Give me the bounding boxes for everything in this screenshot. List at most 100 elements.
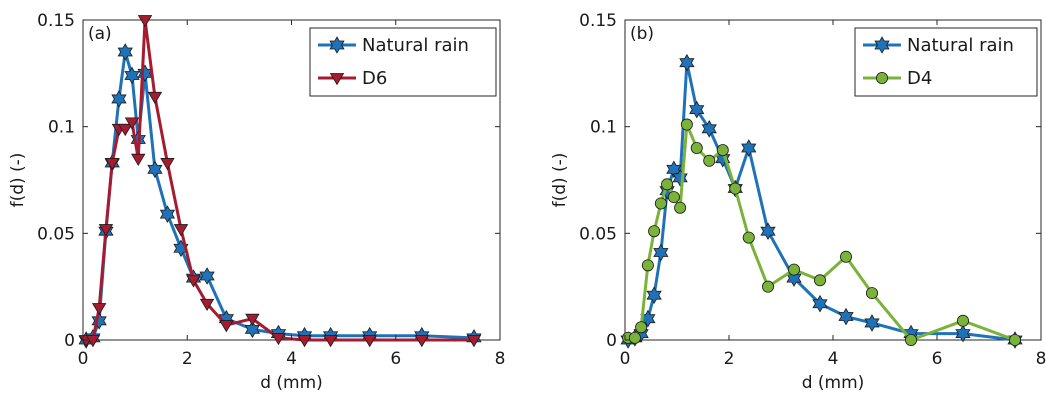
panel-a-data-point-d6 — [297, 335, 312, 348]
panel-a-data-point-d6 — [124, 117, 140, 130]
panel-b-data-point-d4 — [667, 191, 680, 204]
panel-b-data-point-natural-rain — [679, 53, 695, 72]
panel-b-data-point-d4 — [814, 274, 827, 287]
panel-b-data-point-d4 — [680, 118, 693, 131]
panel-a-data-point-natural-rain — [159, 205, 176, 223]
panel-b-data-point-natural-rain — [689, 100, 705, 119]
panel-a-data-point-d6 — [219, 320, 234, 333]
panel-b-data-point-d4 — [703, 154, 716, 167]
panel-a-y-tick-label: 0.15 — [37, 11, 75, 31]
panel-b-data-point-natural-rain — [812, 294, 828, 313]
panel-b-data-point-d4 — [716, 144, 729, 157]
panel-a-ticks: 0 2 4 6 8 0 0.05 0.1 0.15 — [37, 11, 505, 369]
panel-a-data-point-d6 — [173, 224, 189, 237]
panel-a-legend-marker-natural-rain — [329, 36, 345, 54]
panel-b-legend-label-d4: D4 — [907, 68, 932, 89]
panel-a-data-point-d6 — [160, 158, 175, 171]
panel-b-data-point-d4 — [840, 250, 853, 263]
panel-b-data-point-natural-rain — [633, 324, 649, 343]
panel-a-legend-entry-natural-rain — [318, 36, 356, 54]
panel-a-data-point-d6 — [414, 335, 430, 348]
panel-b-chart: 0 2 4 6 8 0 0.05 0.1 0.15 (b) d (mm) f(d) (-) Na… — [550, 11, 1046, 393]
panel-a-legend: Natural rain D6 — [309, 27, 497, 97]
panel-b-data-point-d4 — [654, 197, 667, 210]
panel-a-data-point-d6 — [131, 153, 146, 166]
panel-b-data-point-natural-rain — [666, 160, 682, 179]
panel-a-data-point-d6 — [323, 335, 338, 348]
panel-b-legend: Natural rain D4 — [854, 27, 1038, 97]
panel-a-legend-label-natural-rain: Natural rain — [362, 35, 469, 56]
panel-b-data-point-natural-rain — [864, 314, 880, 332]
panel-b-y-tick-label: 0.15 — [579, 11, 617, 31]
panel-b-data-point-natural-rain — [646, 286, 662, 305]
panel-b-label: (b) — [630, 24, 654, 44]
panel-a-label: (a) — [88, 24, 112, 44]
panel-b-data-point-d4 — [788, 263, 801, 276]
panel-b-data-point-natural-rain — [741, 139, 757, 157]
panel-b-data-point-natural-rain — [640, 309, 656, 328]
panel-b-data-point-natural-rain — [659, 181, 675, 200]
panel-b-data-point-natural-rain — [672, 169, 688, 187]
panel-a-series-d6 — [78, 15, 482, 348]
panel-b-x-tick-label: 4 — [828, 349, 839, 369]
panel-a-data-point-d6 — [104, 158, 120, 171]
panel-b-data-point-natural-rain — [760, 222, 776, 241]
panel-a-x-tick-label: 4 — [286, 349, 297, 369]
panel-a-data-point-d6 — [186, 275, 201, 288]
panel-b-y-tick-label: 0.05 — [579, 224, 617, 244]
panel-a-legend-label-d6: D6 — [362, 68, 387, 89]
panel-a-x-axis-label: d (mm) — [260, 373, 323, 393]
panel-b-data-point-natural-rain — [653, 243, 669, 262]
panel-a-data-point-d6 — [85, 335, 101, 348]
panel-b-data-point-d4 — [648, 225, 661, 238]
panel-b-x-tick-label: 2 — [724, 349, 735, 369]
panel-b-data-point-d4 — [866, 287, 879, 300]
panel-b-y-tick-label: 0.1 — [590, 118, 617, 138]
panel-b-legend-box — [854, 27, 1038, 97]
panel-b-data-point-d4 — [905, 333, 918, 346]
panel-b-data-point-d4 — [762, 280, 775, 293]
panel-b-legend-entry-d4 — [863, 72, 901, 85]
panel-a-x-tick-label: 2 — [182, 349, 193, 369]
panel-b-legend-marker-d4 — [876, 72, 889, 85]
panel-b-data-point-d4 — [1009, 333, 1022, 346]
panel-b-y-tick-label: 0 — [606, 331, 617, 351]
panel-a-legend-box — [309, 27, 497, 97]
panel-a-legend-marker-d6 — [329, 73, 345, 86]
panel-b-ticks: 0 2 4 6 8 0 0.05 0.1 0.15 — [579, 11, 1046, 369]
panel-b-data-point-d4 — [957, 314, 970, 327]
panel-a-x-tick-label: 6 — [390, 349, 401, 369]
panel-a-data-point-d6 — [199, 298, 215, 312]
panel-a-data-point-d6 — [245, 313, 260, 326]
panel-b-legend-entry-natural-rain — [863, 36, 901, 54]
panel-a-data-point-natural-rain — [111, 90, 127, 108]
panel-b-x-axis-label: d (mm) — [802, 373, 865, 393]
panel-a-data-point-natural-rain — [117, 43, 133, 61]
panel-a-y-tick-label: 0.05 — [37, 224, 75, 244]
panel-b-x-tick-label: 6 — [932, 349, 943, 369]
panel-b-data-point-d4 — [635, 321, 648, 334]
panel-a-y-tick-label: 0 — [64, 331, 75, 351]
panel-b-legend-label-natural-rain: Natural rain — [907, 35, 1014, 56]
panel-a-data-point-natural-rain — [147, 160, 163, 179]
panel-b-data-point-d4 — [674, 201, 687, 214]
panel-b-data-point-natural-rain — [838, 307, 854, 326]
panel-a-data-point-natural-rain — [91, 311, 107, 330]
panel-a-data-point-natural-rain — [199, 267, 215, 285]
panel-a-series — [78, 15, 482, 349]
panel-a-data-point-d6 — [271, 332, 286, 346]
panel-a-data-point-d6 — [91, 303, 107, 316]
panel-b-x-tick-label: 8 — [1036, 349, 1046, 369]
panel-a-data-point-d6 — [137, 15, 153, 28]
panel-a-data-point-d6 — [466, 335, 482, 348]
panel-b-legend-marker-natural-rain — [874, 36, 890, 54]
panel-a-data-point-d6 — [118, 123, 133, 137]
panel-b-data-point-d4 — [628, 331, 641, 344]
panel-a-data-point-d6 — [362, 335, 377, 348]
panel-b-data-point-d4 — [729, 182, 742, 195]
panel-b-data-point-d4 — [661, 178, 674, 191]
panel-b-data-point-natural-rain — [701, 119, 717, 138]
panel-b-y-axis-label: f(d) (-) — [550, 153, 570, 208]
